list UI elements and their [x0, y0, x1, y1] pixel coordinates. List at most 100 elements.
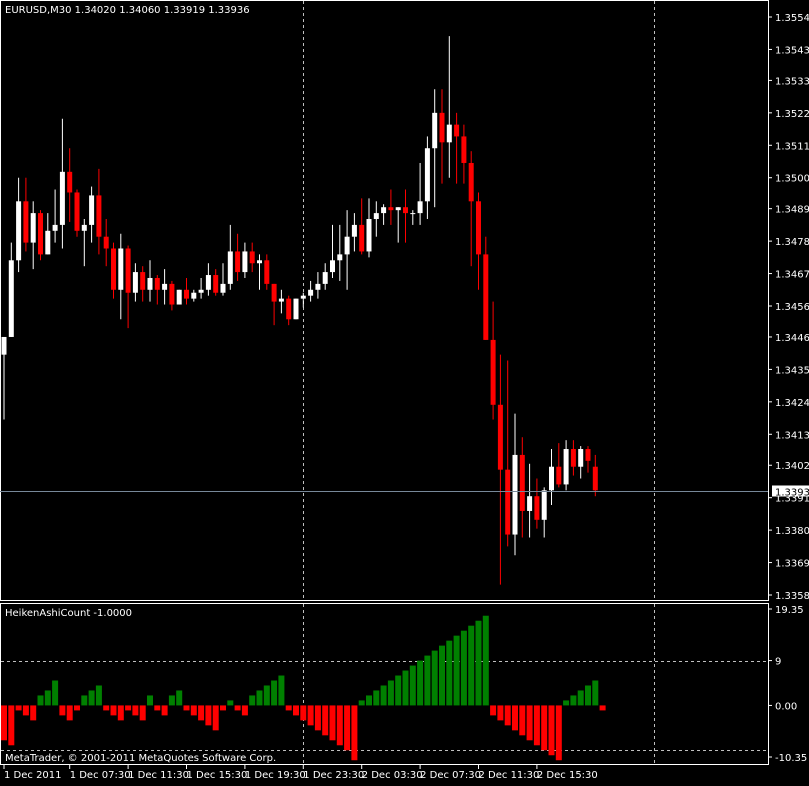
histogram-bar: [271, 680, 278, 706]
histogram-bar: [417, 660, 424, 706]
candle-body: [315, 283, 321, 290]
histogram-bar: [424, 655, 431, 706]
candle-body: [388, 207, 394, 211]
copyright-text: MetaTrader, © 2001-2011 MetaQuotes Softw…: [5, 753, 276, 764]
histogram-bar: [52, 680, 59, 706]
price-tick-label: 1.34565: [775, 302, 809, 313]
candle-body: [111, 248, 116, 290]
histogram-bar: [147, 695, 153, 706]
candle-body: [213, 275, 219, 293]
candle-body: [563, 449, 569, 485]
histogram-bar: [563, 700, 570, 706]
histogram-bar: [526, 705, 533, 741]
candle-body: [278, 298, 284, 302]
histogram-bar: [227, 700, 234, 706]
time-tick-label: 1 Dec 2011: [4, 770, 62, 781]
histogram-bar: [475, 620, 482, 706]
indicator-tick-label: 19.35: [775, 605, 804, 616]
histogram-bar: [519, 705, 526, 736]
histogram-bar: [344, 705, 351, 751]
candle-body: [59, 171, 65, 225]
candle-body: [235, 251, 241, 273]
candle-body: [125, 248, 131, 293]
candle-body: [512, 454, 518, 535]
histogram-bar: [176, 690, 183, 706]
histogram-bar: [30, 705, 37, 721]
histogram-bar: [599, 705, 606, 711]
candle-body: [527, 496, 533, 511]
histogram-bar: [395, 675, 402, 706]
candle-body: [52, 224, 58, 231]
histogram-bar: [322, 705, 329, 736]
histogram-bar: [482, 615, 489, 706]
histogram-bar: [263, 685, 270, 706]
candle-body: [351, 224, 357, 237]
candle-body: [286, 298, 292, 320]
histogram-bar: [570, 695, 577, 706]
candle-body: [424, 148, 430, 202]
histogram-bar: [307, 705, 314, 726]
candle-body: [169, 283, 175, 305]
candle-body: [519, 454, 525, 511]
candle-body: [556, 466, 562, 485]
histogram-bar: [1, 705, 7, 741]
histogram-bar: [88, 690, 95, 706]
histogram-bar: [409, 665, 416, 706]
candle-body: [381, 207, 387, 214]
histogram-bar: [190, 705, 197, 716]
candle-body: [264, 260, 270, 284]
histogram-bar: [8, 705, 15, 746]
candle-body: [417, 201, 423, 214]
histogram-bar: [117, 705, 124, 721]
candle-body: [89, 195, 95, 225]
candle-body: [483, 254, 489, 340]
candle-body: [534, 496, 540, 520]
histogram-bar: [380, 685, 387, 706]
candle-body: [81, 224, 87, 231]
histogram-bar: [512, 705, 518, 731]
histogram-bar: [161, 705, 168, 716]
time-tick-label: 1 Dec 07:30: [70, 770, 131, 781]
price-tick-label: 1.33695: [775, 559, 809, 570]
histogram-bar: [103, 705, 110, 711]
candle-body: [38, 213, 43, 255]
histogram-bar: [278, 675, 285, 706]
candle-body: [1, 336, 7, 355]
candle-body: [132, 272, 138, 293]
candle-body: [154, 277, 160, 290]
candle-body: [184, 289, 189, 299]
candle-body: [271, 283, 277, 302]
histogram-bar: [44, 690, 51, 706]
candle-body: [578, 449, 584, 467]
histogram-bar: [256, 690, 263, 706]
candle-body: [30, 213, 36, 243]
histogram-bar: [402, 670, 409, 706]
candle-body: [454, 124, 460, 137]
price-tick-label: 1.34130: [775, 430, 809, 441]
candle-body: [366, 219, 372, 252]
candle-body: [227, 251, 233, 284]
candle-body: [439, 112, 445, 143]
histogram-bar: [533, 705, 540, 746]
candle-body: [96, 195, 102, 237]
candle-body: [257, 260, 262, 264]
histogram-bar: [453, 635, 460, 706]
histogram-bar: [234, 705, 241, 711]
candle-body: [67, 171, 73, 193]
price-tick-label: 1.35545: [775, 13, 809, 24]
histogram-bar: [497, 705, 504, 721]
candle-body: [592, 466, 598, 491]
time-tick-label: 1 Dec 23:30: [303, 770, 364, 781]
candle-body: [147, 277, 153, 290]
candle-body: [74, 192, 80, 231]
candle-body: [359, 224, 365, 252]
time-tick-label: 1 Dec 19:30: [245, 770, 306, 781]
candle-body: [337, 254, 343, 261]
histogram-bar: [585, 685, 591, 706]
candle-body: [103, 236, 109, 249]
candle-body: [118, 248, 124, 290]
histogram-bar: [366, 695, 372, 706]
time-tick-label: 2 Dec 07:30: [420, 770, 481, 781]
